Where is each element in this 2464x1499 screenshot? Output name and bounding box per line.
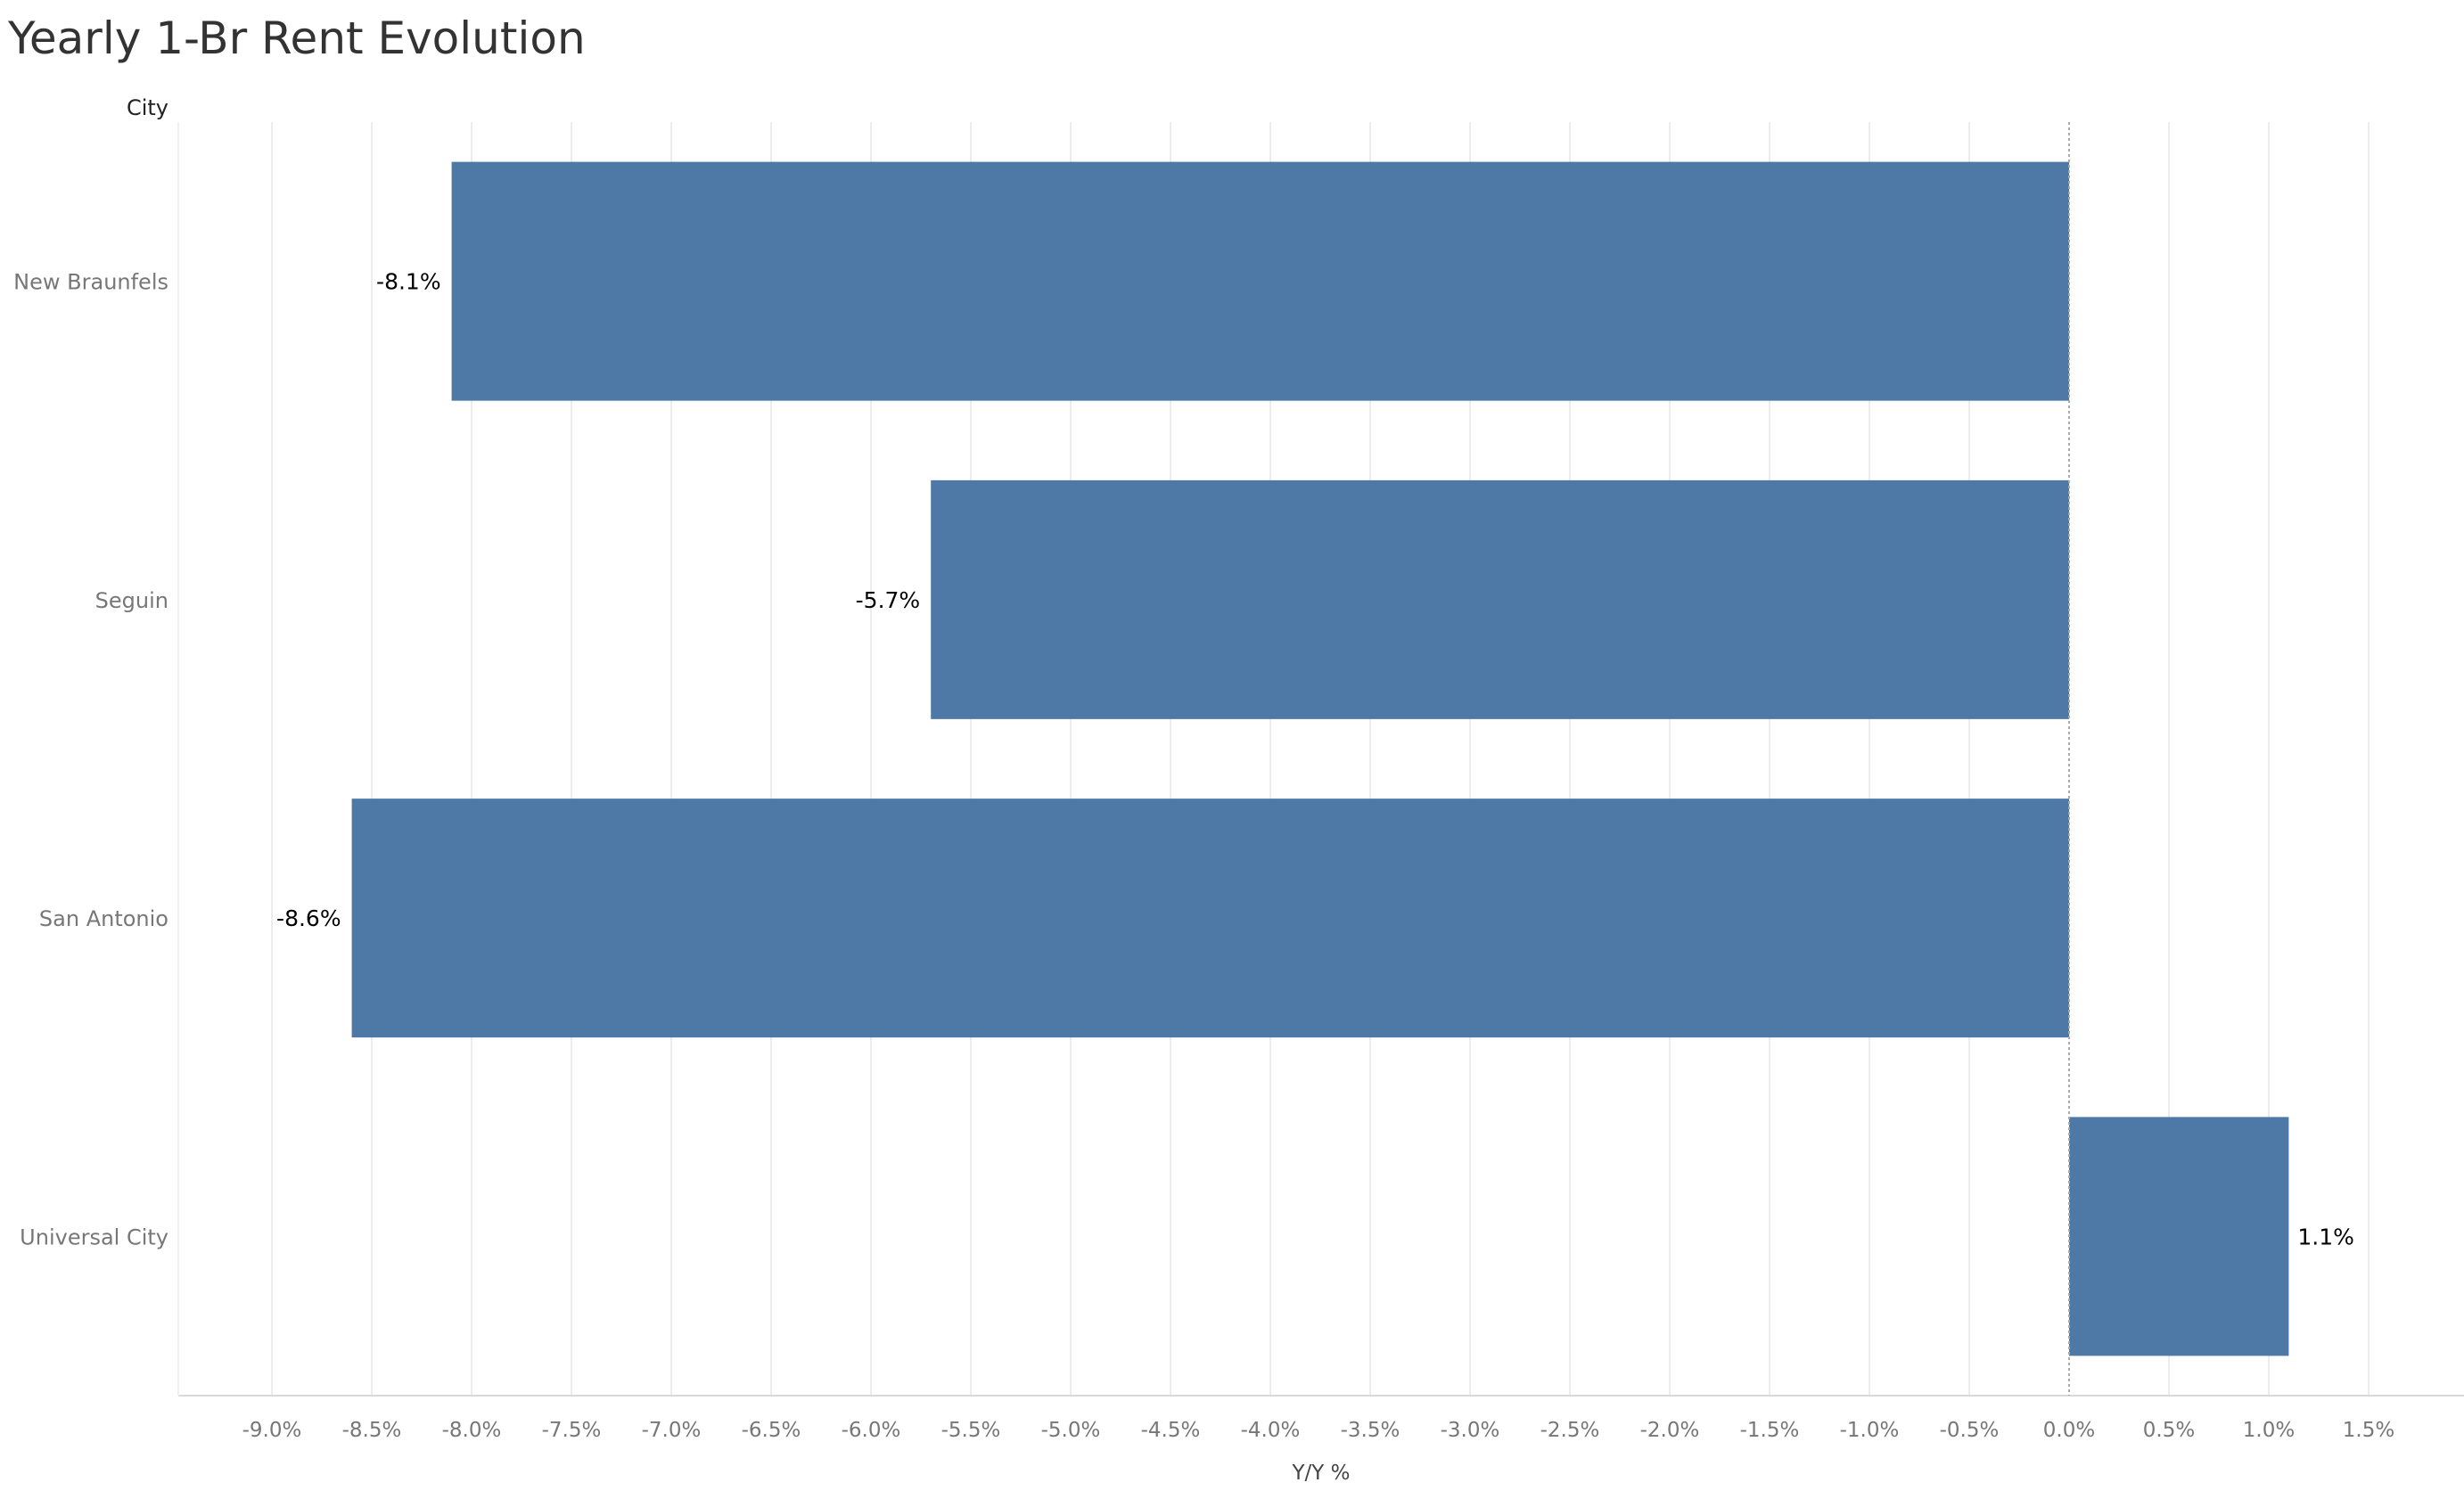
x-tick-label: -7.0% [642, 1419, 702, 1442]
x-tick-label: -4.5% [1141, 1419, 1201, 1442]
x-axis-title: Y/Y % [1291, 1462, 1350, 1485]
x-tick-label: -2.5% [1540, 1419, 1600, 1442]
x-tick-label: -5.0% [1041, 1419, 1101, 1442]
data-label: -5.7% [856, 587, 921, 613]
x-tick-label: -5.5% [941, 1419, 1001, 1442]
x-tick-label: 1.5% [2343, 1419, 2394, 1442]
x-tick-label: -6.0% [842, 1419, 901, 1442]
x-tick-labels: -9.0% -8.5% -8.0% -7.5% -7.0% -6.5% -6.0% -5.5%… [242, 1419, 2395, 1442]
x-tick-label: -0.5% [1940, 1419, 2000, 1442]
category-label: New Braunfels [13, 270, 168, 295]
data-labels: -8.1% -5.7% -8.6% 1.1% [276, 269, 2354, 1250]
x-tick-label: -3.5% [1341, 1419, 1400, 1442]
axes [177, 122, 2464, 1397]
x-tick-label: -7.5% [542, 1419, 602, 1442]
x-tick-label: -2.0% [1640, 1419, 1700, 1442]
x-tick-label: 0.5% [2143, 1419, 2195, 1442]
bar [931, 479, 2069, 719]
x-tick-label: -8.5% [342, 1419, 402, 1442]
bar [2069, 1117, 2289, 1356]
chart-title: Yearly 1-Br Rent Evolution [8, 12, 586, 64]
x-tick-label: -4.0% [1241, 1419, 1301, 1442]
x-tick-label: -1.5% [1740, 1419, 1800, 1442]
category-labels: New Braunfels Seguin San Antonio Universal … [13, 270, 168, 1250]
x-tick-label: -9.0% [242, 1419, 302, 1442]
data-label: -8.6% [276, 905, 341, 931]
data-label: -8.1% [376, 269, 441, 295]
x-tick-label: -6.5% [742, 1419, 801, 1442]
bar [451, 161, 2070, 401]
x-tick-label: 1.0% [2243, 1419, 2295, 1442]
bars [351, 161, 2289, 1356]
bar [351, 799, 2070, 1038]
x-tick-label: -1.0% [1840, 1419, 1900, 1442]
category-label: San Antonio [39, 906, 168, 931]
x-tick-label: -3.0% [1441, 1419, 1500, 1442]
x-tick-label: 0.0% [2043, 1419, 2095, 1442]
category-label: Seguin [95, 588, 168, 613]
data-label: 1.1% [2297, 1224, 2354, 1249]
category-label: Universal City [20, 1225, 168, 1249]
row-header: City [127, 95, 168, 120]
x-tick-label: -8.0% [442, 1419, 502, 1442]
